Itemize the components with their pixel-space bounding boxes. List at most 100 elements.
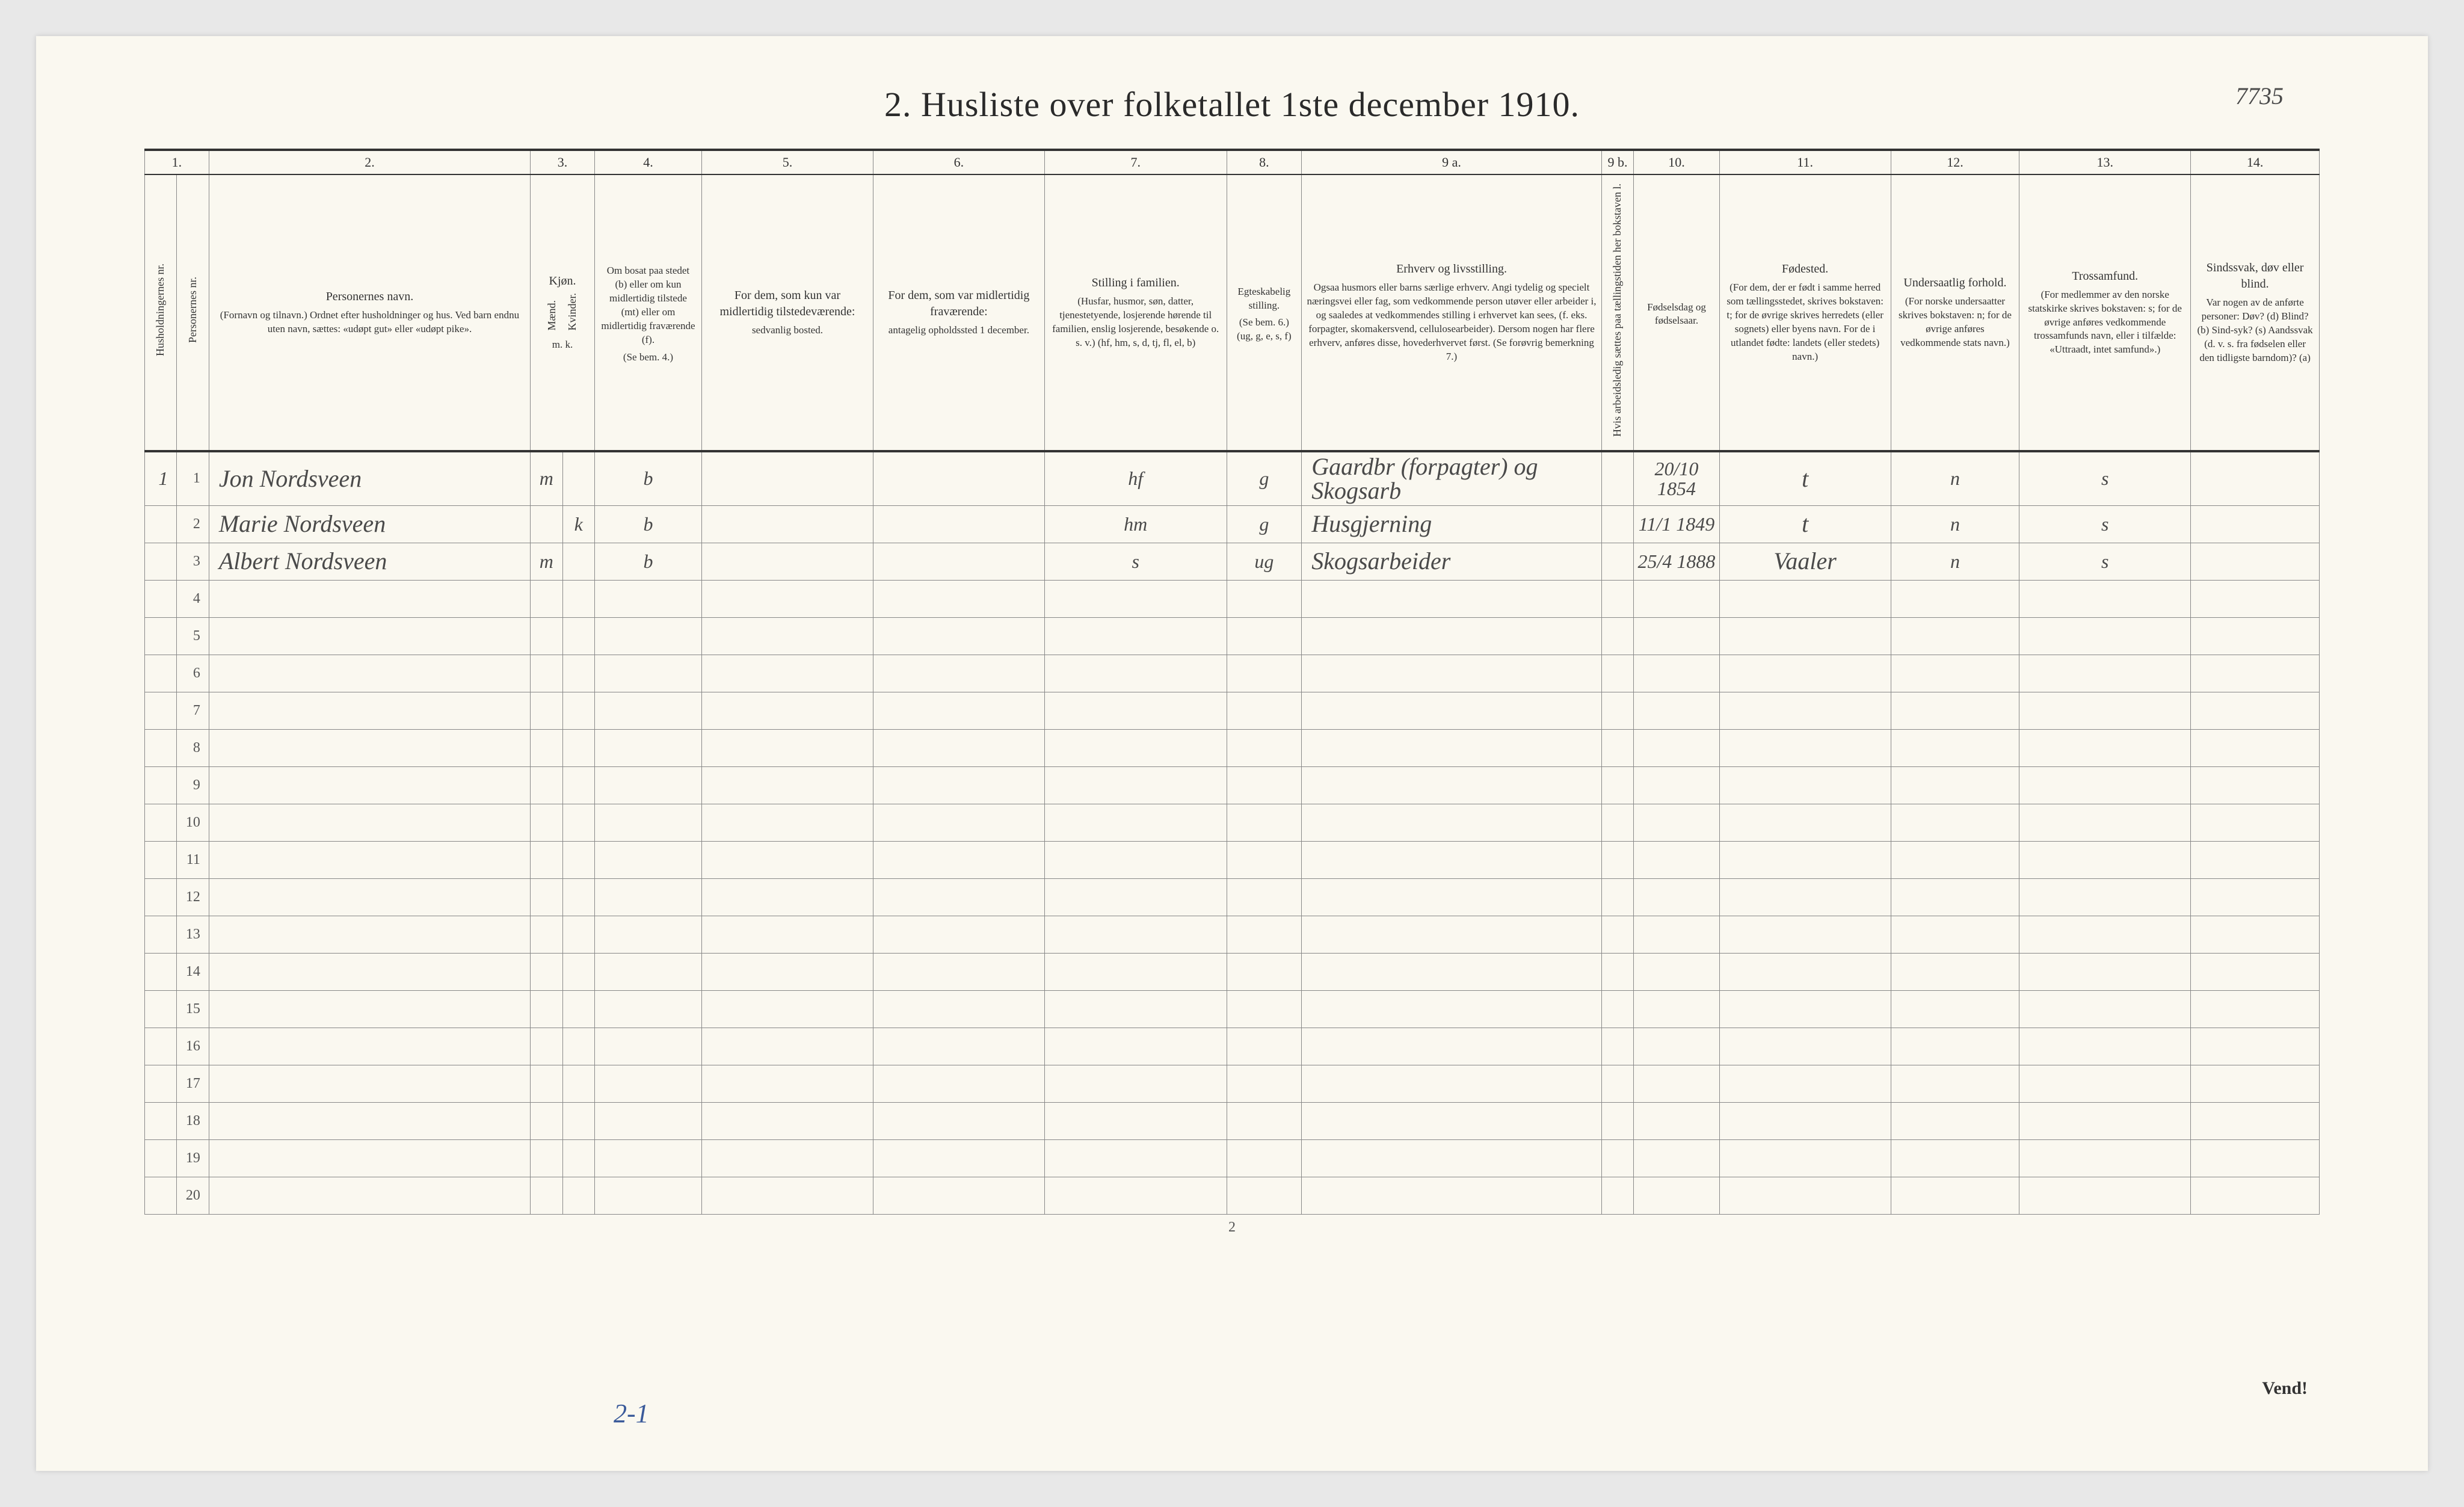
cell-empty bbox=[1891, 804, 2019, 841]
hdr-faith-sub: (For medlemmer av den norske statskirke … bbox=[2024, 288, 2185, 357]
cell-empty bbox=[2019, 878, 2191, 916]
cell-empty bbox=[1634, 580, 1719, 617]
cell-empty bbox=[2191, 1177, 2320, 1214]
cell-empty bbox=[594, 804, 701, 841]
cell-empty bbox=[1891, 990, 2019, 1028]
cell-unemployed bbox=[1601, 451, 1633, 506]
cell-empty bbox=[702, 990, 873, 1028]
cell-empty bbox=[873, 766, 1044, 804]
hdr-family-role: Stilling i familien. (Husfar, husmor, sø… bbox=[1044, 174, 1227, 451]
cell-occupation: Skogsarbeider bbox=[1302, 543, 1602, 580]
cell-empty bbox=[2191, 1139, 2320, 1177]
cell-empty bbox=[1302, 580, 1602, 617]
cell-empty bbox=[702, 1102, 873, 1139]
cell-empty bbox=[531, 990, 562, 1028]
cell-empty bbox=[1634, 990, 1719, 1028]
hdr-person-nr-label: Personernes nr. bbox=[186, 277, 200, 343]
cell-empty bbox=[2191, 766, 2320, 804]
cell-household-nr bbox=[145, 1102, 177, 1139]
cell-empty bbox=[873, 916, 1044, 953]
cell-empty bbox=[873, 1102, 1044, 1139]
cell-empty bbox=[1044, 953, 1227, 990]
cell-empty bbox=[2191, 580, 2320, 617]
cell-empty bbox=[1891, 1028, 2019, 1065]
cell-birthplace: t bbox=[1719, 505, 1891, 543]
cell-person-nr: 14 bbox=[177, 953, 209, 990]
cell-empty bbox=[873, 990, 1044, 1028]
cell-empty bbox=[1719, 766, 1891, 804]
cell-empty bbox=[2191, 878, 2320, 916]
cell-sex-k bbox=[562, 543, 594, 580]
census-document: 2. Husliste over folketallet 1ste decemb… bbox=[36, 36, 2428, 1471]
cell-household-nr bbox=[145, 1177, 177, 1214]
hdr-sex-title: Kjøn. bbox=[549, 274, 576, 288]
cell-nationality: n bbox=[1891, 451, 2019, 506]
cell-empty bbox=[1891, 916, 2019, 953]
cell-empty bbox=[873, 953, 1044, 990]
cell-empty bbox=[594, 655, 701, 692]
hdr-marital-sub: (Se bem. 6.) (ug, g, e, s, f) bbox=[1232, 316, 1297, 344]
cell-empty bbox=[562, 617, 594, 655]
cell-empty bbox=[562, 953, 594, 990]
cell-sex-m: m bbox=[531, 451, 562, 506]
cell-empty bbox=[2019, 617, 2191, 655]
cell-empty bbox=[1891, 617, 2019, 655]
cell-family-role: hf bbox=[1044, 451, 1227, 506]
cell-empty bbox=[1891, 655, 2019, 692]
colnum-13: 13. bbox=[2019, 150, 2191, 174]
cell-empty bbox=[1044, 916, 1227, 953]
cell-empty bbox=[209, 1065, 530, 1102]
hdr-temp-absent-sub: antagelig opholdssted 1 december. bbox=[878, 324, 1040, 337]
cell-empty bbox=[873, 655, 1044, 692]
table-row-empty: 16 bbox=[145, 1028, 2320, 1065]
cell-person-nr: 17 bbox=[177, 1065, 209, 1102]
hdr-nationality-title: Undersaatlig forhold. bbox=[1903, 276, 2006, 289]
cell-birthdate: 11/1 1849 bbox=[1634, 505, 1719, 543]
cell-empty bbox=[594, 1102, 701, 1139]
cell-empty bbox=[2019, 804, 2191, 841]
cell-empty bbox=[2019, 580, 2191, 617]
hdr-marital: Egteskabelig stilling. (Se bem. 6.) (ug,… bbox=[1227, 174, 1302, 451]
footer-page-number: 2 bbox=[144, 1219, 2320, 1236]
cell-person-nr: 15 bbox=[177, 990, 209, 1028]
cell-household-nr bbox=[145, 878, 177, 916]
cell-empty bbox=[702, 729, 873, 766]
colnum-8: 8. bbox=[1227, 150, 1302, 174]
table-row-empty: 5 bbox=[145, 617, 2320, 655]
hdr-residence-note: (Se bem. 4.) bbox=[600, 351, 697, 365]
cell-empty bbox=[1634, 729, 1719, 766]
cell-empty bbox=[2019, 841, 2191, 878]
cell-empty bbox=[1227, 841, 1302, 878]
cell-empty bbox=[1601, 766, 1633, 804]
hdr-sex-male: Mænd. bbox=[546, 300, 559, 331]
cell-empty bbox=[1891, 1177, 2019, 1214]
cell-empty bbox=[1601, 1177, 1633, 1214]
hdr-person-nr: Personernes nr. bbox=[177, 174, 209, 451]
annotation-bottom-left: 2-1 bbox=[614, 1398, 649, 1429]
cell-empty bbox=[1227, 878, 1302, 916]
cell-household-nr bbox=[145, 1139, 177, 1177]
cell-empty bbox=[594, 1065, 701, 1102]
cell-person-nr: 10 bbox=[177, 804, 209, 841]
cell-empty bbox=[209, 1028, 530, 1065]
cell-empty bbox=[702, 916, 873, 953]
cell-empty bbox=[2191, 990, 2320, 1028]
cell-empty bbox=[1891, 729, 2019, 766]
cell-household-nr bbox=[145, 729, 177, 766]
cell-empty bbox=[594, 1139, 701, 1177]
cell-empty bbox=[1227, 953, 1302, 990]
hdr-name: Personernes navn. (Fornavn og tilnavn.) … bbox=[209, 174, 530, 451]
cell-empty bbox=[562, 655, 594, 692]
cell-person-nr: 8 bbox=[177, 729, 209, 766]
colnum-9a: 9 a. bbox=[1302, 150, 1602, 174]
cell-empty bbox=[1719, 1177, 1891, 1214]
cell-person-nr: 1 bbox=[177, 451, 209, 506]
cell-empty bbox=[1601, 692, 1633, 729]
hdr-disability: Sindssvak, døv eller blind. Var nogen av… bbox=[2191, 174, 2320, 451]
cell-empty bbox=[531, 729, 562, 766]
cell-empty bbox=[1719, 841, 1891, 878]
cell-empty bbox=[209, 1177, 530, 1214]
cell-empty bbox=[1302, 916, 1602, 953]
cell-empty bbox=[1634, 1139, 1719, 1177]
colnum-3: 3. bbox=[531, 150, 595, 174]
